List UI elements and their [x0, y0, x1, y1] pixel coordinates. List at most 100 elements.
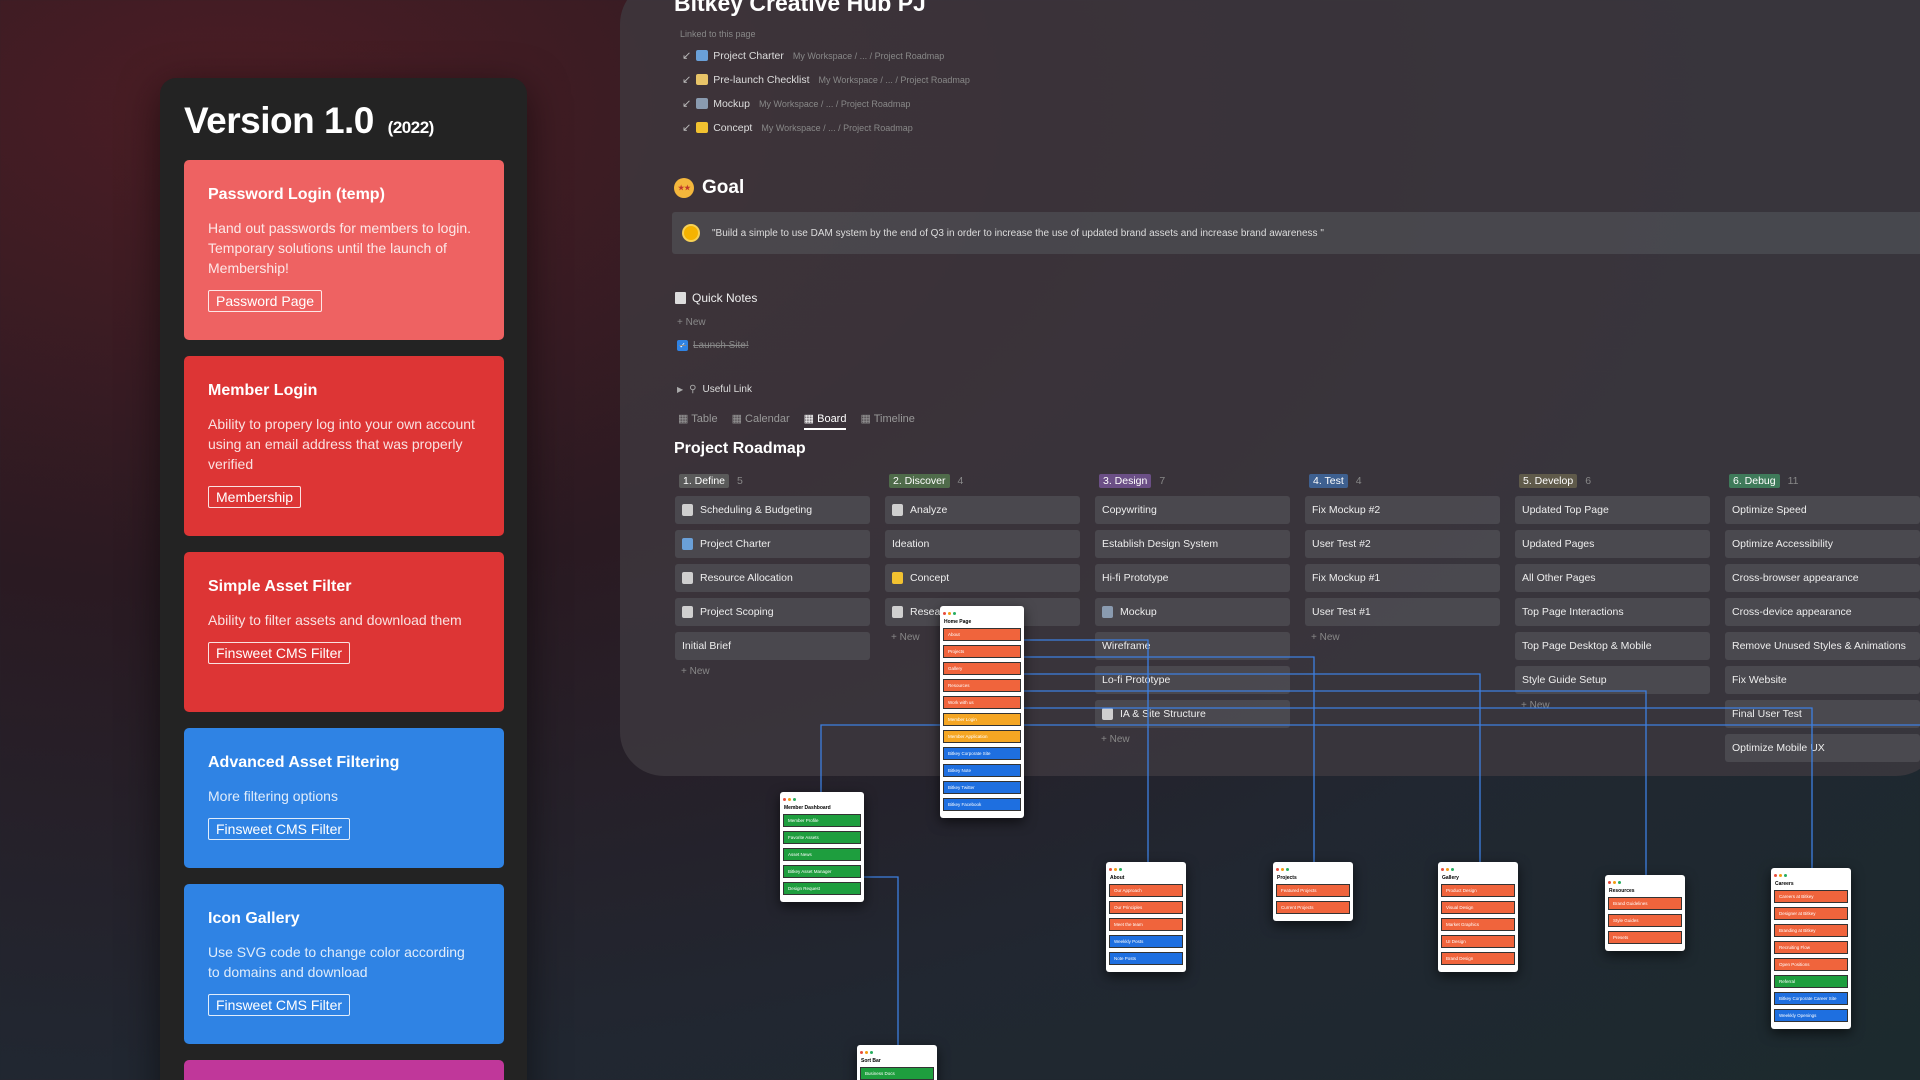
goal-callout: "Build a simple to use DAM system by the… [672, 212, 1920, 254]
sitemap-item: Our Principles [1109, 901, 1183, 914]
triangle-right-icon[interactable]: ▶ [677, 385, 684, 394]
board-new-button[interactable]: + New [891, 632, 920, 643]
linked-page-row[interactable]: ↙ Mockup My Workspace / ... / Project Road… [682, 97, 910, 111]
board-card[interactable]: Initial Brief [675, 632, 870, 660]
board-card[interactable]: Project Scoping [675, 598, 870, 626]
board-card[interactable]: Hi-fi Prototype [1095, 564, 1290, 592]
image-icon [1102, 606, 1113, 618]
tab-table[interactable]: ▦ Table [678, 412, 718, 430]
board-card[interactable]: Lo-fi Prototype [1095, 666, 1290, 694]
board-card[interactable]: Project Charter [675, 530, 870, 558]
card-partial[interactable] [184, 1060, 504, 1080]
board-card[interactable]: Scheduling & Budgeting [675, 496, 870, 524]
sitemap-item: About [943, 628, 1021, 641]
board-card[interactable]: Top Page Desktop & Mobile [1515, 632, 1710, 660]
feature-card-tag[interactable]: Finsweet CMS Filter [208, 642, 351, 664]
board-card-title: Optimize Speed [1732, 504, 1807, 516]
column-count: 11 [1787, 475, 1799, 487]
connector-line [1022, 656, 1315, 862]
board-card[interactable]: Fix Mockup #1 [1305, 564, 1500, 592]
timeline-icon: ▦ [860, 413, 874, 425]
linked-page-row[interactable]: ↙ Pre-launch Checklist My Workspace / ... … [682, 73, 970, 87]
board-card[interactable]: Mockup [1095, 598, 1290, 626]
board-card-title: Fix Mockup #1 [1312, 572, 1381, 584]
board-card[interactable]: Cross-browser appearance [1725, 564, 1920, 592]
sitemap-item: Favorite Assets [783, 831, 861, 844]
board-card[interactable]: Resource Allocation [675, 564, 870, 592]
board-new-button[interactable]: + New [1521, 700, 1550, 711]
board-card[interactable]: Style Guide Setup [1515, 666, 1710, 694]
sitemap-item: Note Posts [1109, 952, 1183, 965]
board-new-button[interactable]: + New [681, 666, 710, 677]
board-column: 3. Design 7 Copywriting Establish Design Sy… [1095, 474, 1290, 745]
quick-notes-new-button[interactable]: + New [677, 317, 706, 328]
board-card[interactable]: Final User Test [1725, 700, 1920, 728]
board-card[interactable]: Concept [885, 564, 1080, 592]
board-new-button[interactable]: + New [1101, 734, 1130, 745]
feature-card[interactable]: Advanced Asset Filtering More filtering o… [184, 728, 504, 868]
useful-link-toggle[interactable]: ▶ ⚲ Useful Link [677, 384, 752, 395]
feature-card[interactable]: Password Login (temp) Hand out passwords … [184, 160, 504, 340]
feature-card-title: Password Login (temp) [208, 186, 385, 203]
board-card[interactable]: Cross-device appearance [1725, 598, 1920, 626]
feature-card-tag[interactable]: Membership [208, 486, 302, 508]
linked-label: Linked to this page [680, 29, 756, 39]
board-card[interactable]: Updated Pages [1515, 530, 1710, 558]
board-card[interactable]: Analyze [885, 496, 1080, 524]
sitemap-card: Home Page About Projects Gallery Resources Wo… [940, 606, 1024, 818]
feature-card-tag[interactable]: Finsweet CMS Filter [208, 994, 351, 1016]
column-label: 5. Develop [1519, 474, 1578, 488]
board-card[interactable]: User Test #2 [1305, 530, 1500, 558]
quick-notes-heading[interactable]: Quick Notes [675, 291, 757, 305]
feature-card-description: Hand out passwords for members to login.… [208, 220, 472, 276]
sitemap-card: Projects Featured Projects Current Project… [1273, 862, 1353, 921]
todo-item[interactable]: ✓ Launch Site! [677, 340, 749, 351]
sitemap-item: Weekkly Posts [1109, 935, 1183, 948]
board-new-button[interactable]: + New [1311, 632, 1340, 643]
tab-calendar[interactable]: ▦ Calendar [732, 412, 790, 430]
map-icon [682, 538, 693, 550]
column-count: 6 [1585, 475, 1592, 487]
linked-page-name[interactable]: Project Charter [713, 49, 784, 62]
board-card[interactable]: IA & Site Structure [1095, 700, 1290, 728]
feature-card[interactable]: Icon Gallery Use SVG code to change color… [184, 884, 504, 1044]
sitemap-item: Presets [1608, 931, 1682, 944]
checkbox-checked-icon[interactable]: ✓ [677, 340, 688, 351]
board-card[interactable]: Remove Unused Styles & Animations [1725, 632, 1920, 660]
tab-board[interactable]: ▦ Board [803, 412, 847, 430]
board-card[interactable]: User Test #1 [1305, 598, 1500, 626]
feature-card-tag[interactable]: Finsweet CMS Filter [208, 818, 351, 840]
linked-page-name[interactable]: Mockup [713, 97, 750, 110]
linked-page-row[interactable]: ↙ Concept My Workspace / ... / Project Roa… [682, 121, 913, 135]
board-card[interactable]: Establish Design System [1095, 530, 1290, 558]
board-card[interactable]: Top Page Interactions [1515, 598, 1710, 626]
board-card[interactable]: Optimize Mobile UX [1725, 734, 1920, 762]
board-card[interactable]: Updated Top Page [1515, 496, 1710, 524]
linked-page-name[interactable]: Concept [713, 121, 753, 134]
board-card[interactable]: Ideation [885, 530, 1080, 558]
sitemap-card-title: Sort Bar [861, 1058, 881, 1064]
board-card[interactable]: Optimize Speed [1725, 496, 1920, 524]
sitemap-card: About Our Approach Our Principles Meet the … [1106, 862, 1186, 972]
linked-page-row[interactable]: ↙ Project Charter My Workspace / ... / Pro… [682, 49, 944, 63]
sitemap-card-title: Member Dashboard [784, 805, 831, 811]
board-card[interactable]: Fix Website [1725, 666, 1920, 694]
backlink-arrow-icon: ↙ [682, 98, 692, 110]
quick-notes-label: Quick Notes [692, 291, 758, 305]
goal-quote: "Build a simple to use DAM system by the… [712, 227, 1324, 239]
linked-page-name[interactable]: Pre-launch Checklist [713, 73, 810, 86]
feature-card-tag[interactable]: Password Page [208, 290, 323, 312]
sitemap-card-title: Careers [1775, 881, 1794, 887]
board-card[interactable]: All Other Pages [1515, 564, 1710, 592]
board-card[interactable]: Optimize Accessibility [1725, 530, 1920, 558]
tab-timeline[interactable]: ▦ Timeline [860, 412, 914, 430]
feature-card[interactable]: Simple Asset Filter Ability to filter ass… [184, 552, 504, 712]
feature-card[interactable]: Member Login Ability to propery log into … [184, 356, 504, 536]
board-card[interactable]: Copywriting [1095, 496, 1290, 524]
board-card[interactable]: Fix Mockup #2 [1305, 496, 1500, 524]
board-card-title: Mockup [1120, 606, 1157, 618]
sitemap-card-title: Home Page [944, 619, 972, 625]
board-card[interactable]: Wireframe [1095, 632, 1290, 660]
sitemap-item: Gallery [943, 662, 1021, 675]
